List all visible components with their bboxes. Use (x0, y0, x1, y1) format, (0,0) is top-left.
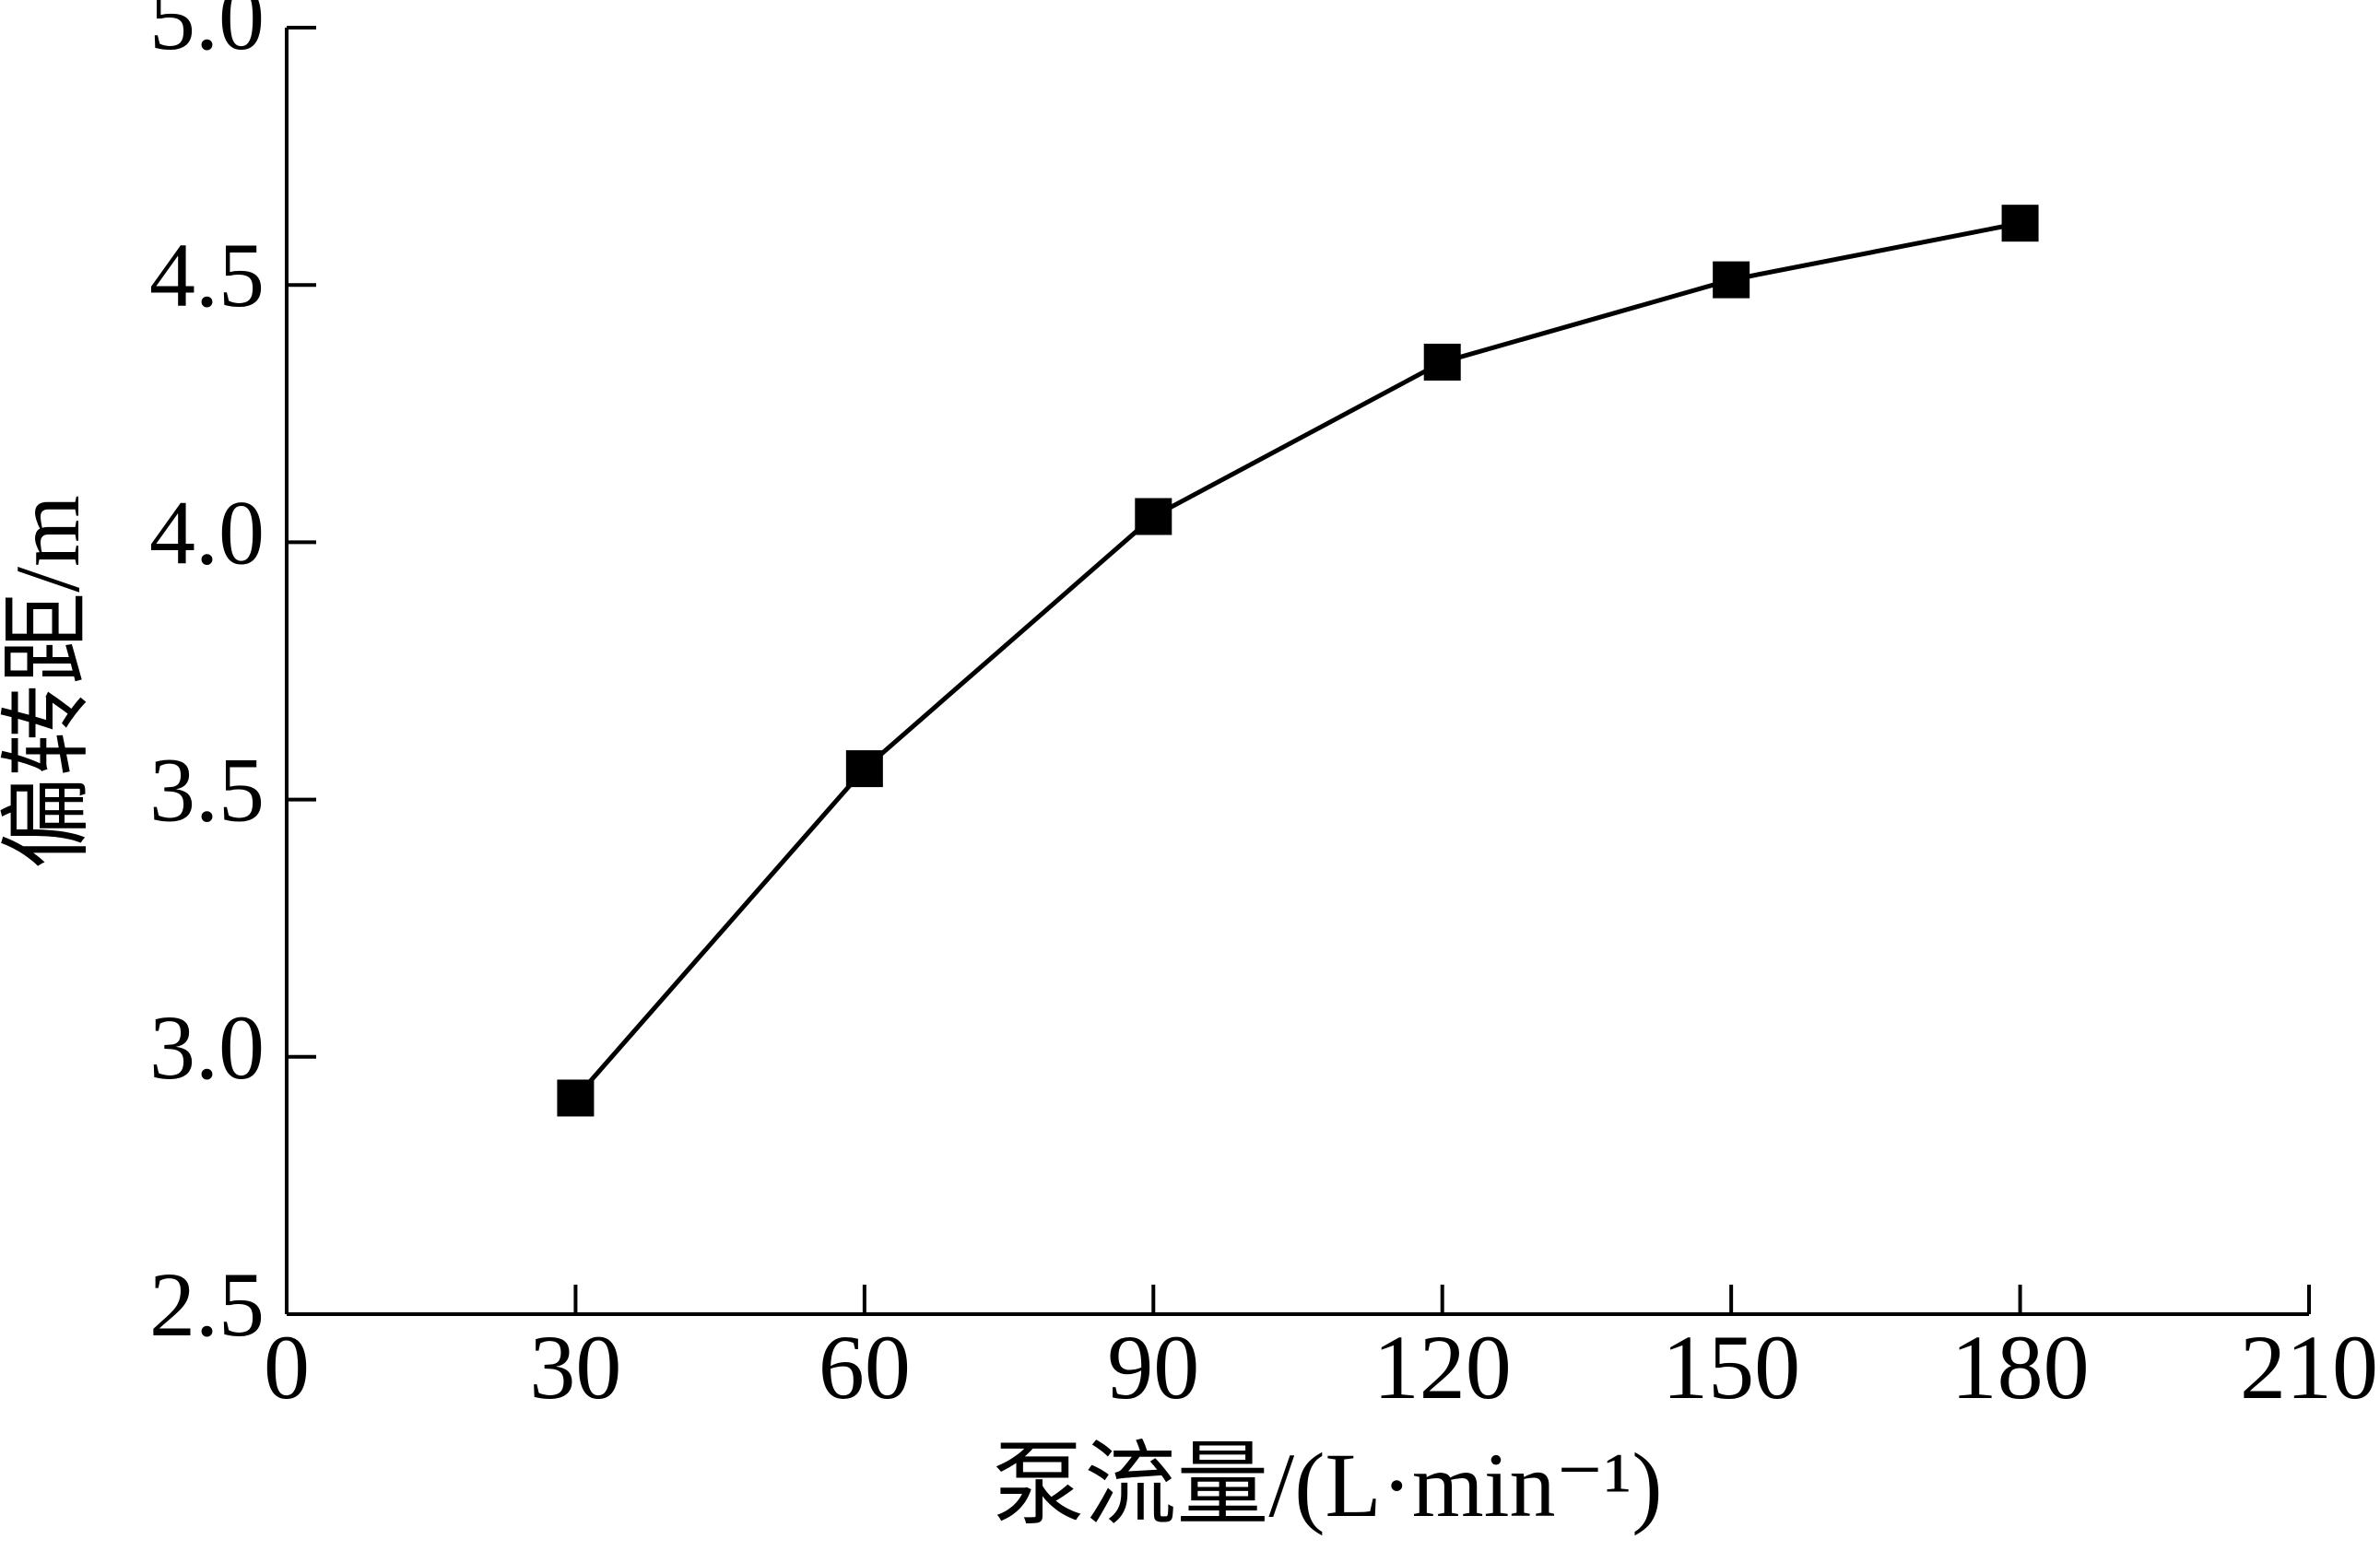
data-point (557, 1079, 595, 1117)
y-axis-label: 偏转距/m (0, 495, 99, 869)
y-tick-label: 3.5 (149, 739, 265, 841)
data-point (1423, 343, 1461, 381)
x-tick-label: 60 (819, 1316, 911, 1418)
data-point (1135, 498, 1172, 535)
y-tick-label: 4.5 (149, 224, 265, 326)
x-tick-label: 150 (1662, 1316, 1800, 1418)
y-tick-label: 5.0 (149, 0, 265, 69)
data-point (2001, 205, 2039, 242)
y-tick-label: 4.0 (149, 481, 265, 583)
x-tick-label: 120 (1373, 1316, 1512, 1418)
x-tick-label: 210 (2240, 1316, 2378, 1418)
data-line (573, 220, 2021, 1100)
x-tick-label: 30 (529, 1316, 621, 1418)
data-point (1713, 261, 1750, 299)
x-tick-label: 90 (1107, 1316, 1199, 1418)
y-tick-label: 3.0 (149, 996, 265, 1099)
x-tick-label: 0 (264, 1316, 310, 1418)
data-point (845, 750, 883, 788)
x-axis-label: 泵流量/(L·min⁻¹) (992, 1434, 1662, 1536)
x-tick-label: 180 (1951, 1316, 2090, 1418)
y-tick-label: 2.5 (149, 1253, 265, 1356)
